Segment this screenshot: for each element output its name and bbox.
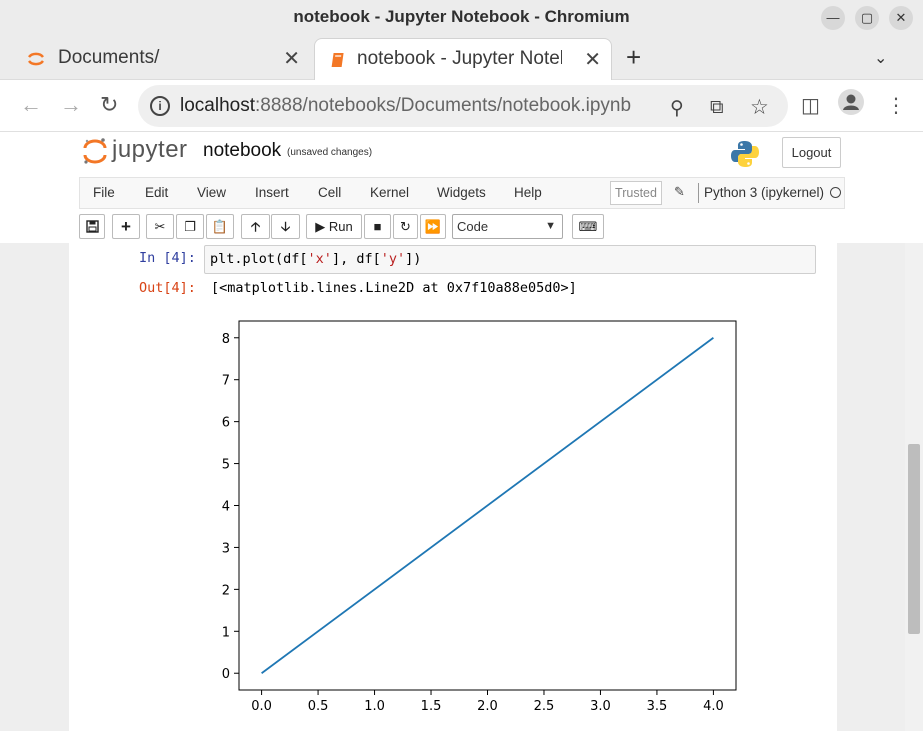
new-tab-icon[interactable]: + <box>626 42 642 72</box>
y-tick-label: 0 <box>222 667 230 682</box>
page-scrollbar[interactable] <box>905 243 923 731</box>
pencil-icon[interactable]: ✎ <box>674 184 685 199</box>
x-tick-label: 3.0 <box>590 699 611 714</box>
x-tick-label: 2.5 <box>534 699 555 714</box>
x-tick-label: 2.0 <box>477 699 498 714</box>
run-button[interactable]: ▶ Run <box>306 214 362 239</box>
close-tab-icon[interactable]: ✕ <box>584 49 601 71</box>
python-logo-icon <box>731 141 759 167</box>
tab-notebook[interactable]: notebook - Jupyter Notebook ✕ <box>314 38 612 80</box>
forward-icon[interactable]: → <box>60 92 82 117</box>
x-tick-label: 0.5 <box>308 699 329 714</box>
menu-view[interactable]: View <box>197 185 227 200</box>
cut-icon[interactable]: ✂ <box>146 214 174 239</box>
tab-label: Documents/ <box>58 47 160 68</box>
notebook-icon <box>331 53 344 67</box>
menu-insert[interactable]: Insert <box>255 185 289 200</box>
navigation-bar: ← → ↻ i localhost:8888/notebooks/Documen… <box>0 80 923 132</box>
side-panel-icon[interactable]: ◫ <box>801 95 820 117</box>
maximize-icon[interactable]: ▢ <box>855 6 879 30</box>
chevron-down-icon: ▼ <box>545 220 556 232</box>
notebook-toolbar: + ✂ ❐ 📋 🡡 🡣 ▶ Run ■ ↻ ⏩ Code ▼ ⌨ <box>0 211 923 243</box>
trusted-indicator[interactable]: Trusted <box>610 181 662 205</box>
y-tick-label: 6 <box>222 416 230 431</box>
code-cell-input[interactable]: plt.plot(df['x'], df['y']) <box>204 245 816 274</box>
y-tick-label: 8 <box>222 332 230 347</box>
zoom-icon[interactable]: ⚲ <box>670 98 684 119</box>
url-text[interactable]: localhost:8888/notebooks/Documents/noteb… <box>180 95 632 116</box>
cell-type-select[interactable]: Code ▼ <box>452 214 563 239</box>
notebook-menubar: File Edit View Insert Cell Kernel Widget… <box>79 177 845 209</box>
notebook-page <box>69 243 837 731</box>
title-bar: notebook - Jupyter Notebook - Chromium —… <box>0 0 923 34</box>
reload-icon[interactable]: ↻ <box>100 92 119 117</box>
address-bar[interactable]: i localhost:8888/notebooks/Documents/not… <box>138 85 788 127</box>
y-tick-label: 1 <box>222 625 230 640</box>
restart-icon[interactable]: ↻ <box>393 214 418 239</box>
keyboard-icon[interactable]: ⌨ <box>572 214 604 239</box>
move-up-icon[interactable]: 🡡 <box>241 214 270 239</box>
x-tick-label: 0.0 <box>251 699 272 714</box>
notebook-name[interactable]: notebook <box>203 140 282 161</box>
close-tab-icon[interactable]: ✕ <box>283 48 300 70</box>
menu-widgets[interactable]: Widgets <box>437 185 486 200</box>
divider <box>698 183 699 203</box>
tab-strip: Documents/ ✕ notebook - Jupyter Notebook… <box>0 34 923 80</box>
jupyter-header: jupyter notebook (unsaved changes) Logou… <box>0 133 923 177</box>
save-icon[interactable] <box>79 214 105 239</box>
window-title: notebook - Jupyter Notebook - Chromium <box>293 7 630 26</box>
input-prompt: In [4]: <box>139 250 196 266</box>
fast-forward-icon[interactable]: ⏩ <box>420 214 446 239</box>
menu-file[interactable]: File <box>93 185 115 200</box>
menu-help[interactable]: Help <box>514 185 542 200</box>
jupyter-logo-text[interactable]: jupyter <box>112 136 188 163</box>
scrollbar-thumb[interactable] <box>908 444 920 634</box>
jupyter-icon <box>27 52 45 66</box>
y-tick-label: 4 <box>222 500 230 515</box>
output-prompt: Out[4]: <box>139 280 196 296</box>
x-tick-label: 3.5 <box>647 699 668 714</box>
copy-icon[interactable]: ❐ <box>176 214 204 239</box>
info-icon[interactable]: i <box>150 96 170 116</box>
paste-icon[interactable]: 📋 <box>206 214 234 239</box>
kernel-status-icon <box>830 187 841 198</box>
back-icon[interactable]: ← <box>20 92 42 117</box>
kernel-name[interactable]: Python 3 (ipykernel) <box>704 185 825 200</box>
bookmark-star-icon[interactable]: ☆ <box>750 96 769 119</box>
x-tick-label: 1.5 <box>421 699 442 714</box>
tab-documents[interactable]: Documents/ ✕ <box>4 38 310 80</box>
menu-cell[interactable]: Cell <box>318 185 342 200</box>
y-tick-label: 2 <box>222 583 230 598</box>
move-down-icon[interactable]: 🡣 <box>271 214 300 239</box>
logout-button[interactable]: Logout <box>782 137 841 168</box>
x-tick-label: 1.0 <box>364 699 385 714</box>
jupyter-logo-icon[interactable] <box>82 137 108 165</box>
close-window-icon[interactable]: ✕ <box>889 6 913 30</box>
stop-icon[interactable]: ■ <box>364 214 391 239</box>
add-cell-icon[interactable]: + <box>112 214 140 239</box>
more-menu-icon[interactable]: ⋮ <box>886 95 906 117</box>
line-chart: 0.0 0.5 1.0 1.5 2.0 2.5 3.0 3.5 4.0 0 1 2 3 4 5 6 7 8 <box>222 320 737 714</box>
cell-output-text: [<matplotlib.lines.Line2D at 0x7f10a88e0… <box>211 280 577 296</box>
menu-edit[interactable]: Edit <box>145 185 169 200</box>
series-line <box>261 337 714 674</box>
y-tick-label: 5 <box>222 458 230 473</box>
x-tick-label: 4.0 <box>703 699 724 714</box>
notebook-area <box>0 243 905 731</box>
share-icon[interactable]: ⧉ <box>710 97 724 118</box>
save-status: (unsaved changes) <box>287 147 373 158</box>
profile-avatar-icon[interactable] <box>838 89 864 121</box>
play-icon: ▶ <box>315 219 326 234</box>
minimize-icon[interactable]: — <box>821 6 845 30</box>
y-tick-label: 3 <box>222 541 230 556</box>
y-tick-label: 7 <box>222 374 230 389</box>
chevron-down-icon[interactable]: ⌄ <box>874 50 888 67</box>
menu-kernel[interactable]: Kernel <box>370 185 410 200</box>
tab-label: notebook - Jupyter Notebook <box>357 48 562 69</box>
